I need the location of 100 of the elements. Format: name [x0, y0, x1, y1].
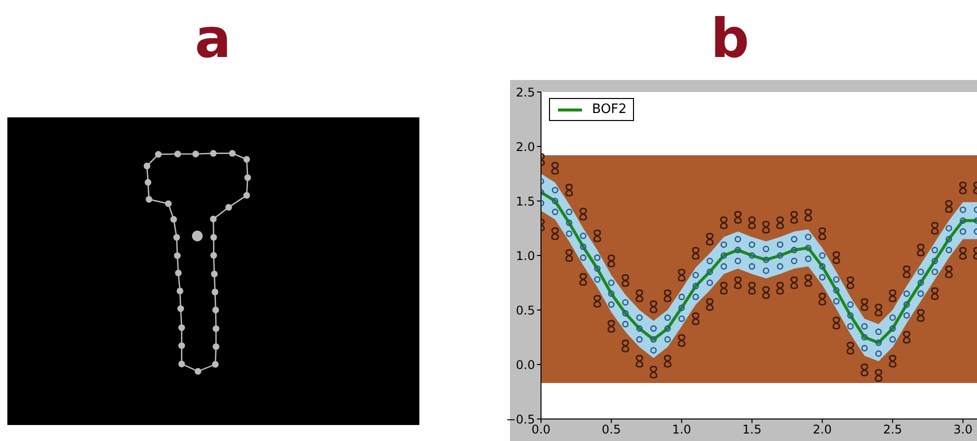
point [566, 220, 572, 226]
point [790, 236, 798, 242]
x-tick-label: 1.5 [742, 422, 762, 437]
point [566, 230, 572, 237]
point [776, 241, 784, 248]
point [861, 334, 868, 340]
point [762, 246, 770, 252]
point [734, 246, 742, 254]
point [650, 336, 657, 343]
point [804, 244, 812, 252]
point [917, 290, 924, 297]
point [650, 325, 657, 332]
point [664, 314, 671, 321]
point [692, 272, 699, 278]
point [847, 312, 854, 319]
point [706, 258, 714, 264]
point [734, 258, 742, 264]
point [833, 298, 840, 305]
chart-title: b [710, 6, 750, 72]
point [889, 314, 896, 321]
y-tick-label: 2.5 [516, 85, 535, 100]
point [748, 263, 756, 270]
point [875, 328, 882, 336]
point [692, 294, 699, 300]
point [706, 280, 714, 286]
point [664, 336, 671, 343]
point [636, 336, 643, 343]
legend-label: BOF2 [592, 102, 627, 117]
point [932, 246, 938, 254]
point [917, 280, 924, 286]
point [790, 258, 798, 264]
point [762, 268, 770, 274]
x-tick-label: 2.5 [883, 422, 902, 437]
point [734, 236, 742, 242]
point [903, 301, 910, 308]
point [678, 315, 685, 322]
point [861, 344, 868, 352]
point [594, 254, 601, 261]
point [776, 263, 784, 270]
point [946, 246, 952, 254]
point [833, 287, 840, 294]
point [622, 320, 629, 328]
point [875, 350, 882, 357]
point [594, 265, 601, 272]
point [833, 276, 840, 283]
x-tick-label: 0.5 [602, 422, 621, 437]
y-tick-label: 2.0 [516, 140, 535, 154]
point [804, 234, 812, 240]
point [608, 290, 615, 297]
point [636, 325, 643, 332]
point [932, 258, 938, 264]
point [847, 323, 854, 330]
point [580, 244, 586, 250]
point [580, 232, 586, 240]
point [875, 339, 882, 346]
point [804, 256, 812, 262]
x-tick-label: 3.0 [953, 422, 972, 437]
point [720, 263, 728, 270]
point [580, 254, 586, 261]
point [946, 236, 952, 242]
y-tick-label: 0.5 [516, 303, 535, 318]
point [790, 246, 798, 254]
point [622, 299, 629, 306]
y-tick-label: 0.0 [516, 358, 535, 372]
point [594, 276, 601, 283]
point [960, 217, 966, 224]
point [720, 252, 728, 259]
point [917, 268, 924, 276]
point [903, 312, 910, 319]
point [622, 310, 629, 317]
point [776, 252, 784, 259]
point [847, 301, 854, 308]
x-tick-label: 1.0 [672, 422, 692, 437]
point [650, 347, 657, 354]
point [889, 336, 896, 343]
point [636, 314, 643, 321]
point [664, 325, 671, 332]
y-tick-label: 1.5 [516, 194, 535, 208]
point [692, 282, 699, 290]
y-tick-label: 1.0 [516, 248, 535, 263]
point [678, 304, 685, 312]
point [706, 268, 714, 276]
text: a [194, 6, 232, 72]
point [903, 290, 910, 297]
point [748, 252, 756, 259]
point [748, 241, 756, 248]
point [932, 268, 938, 276]
point [819, 274, 826, 281]
x-tick-label: 2.0 [812, 422, 832, 437]
point [960, 228, 966, 235]
point [889, 325, 896, 332]
point [552, 186, 558, 194]
point [608, 301, 615, 308]
point [552, 198, 558, 204]
point [608, 280, 615, 286]
point [861, 323, 868, 330]
point [819, 263, 826, 270]
point [762, 256, 770, 264]
point [678, 294, 685, 300]
x-tick-label: 0.0 [531, 422, 551, 437]
